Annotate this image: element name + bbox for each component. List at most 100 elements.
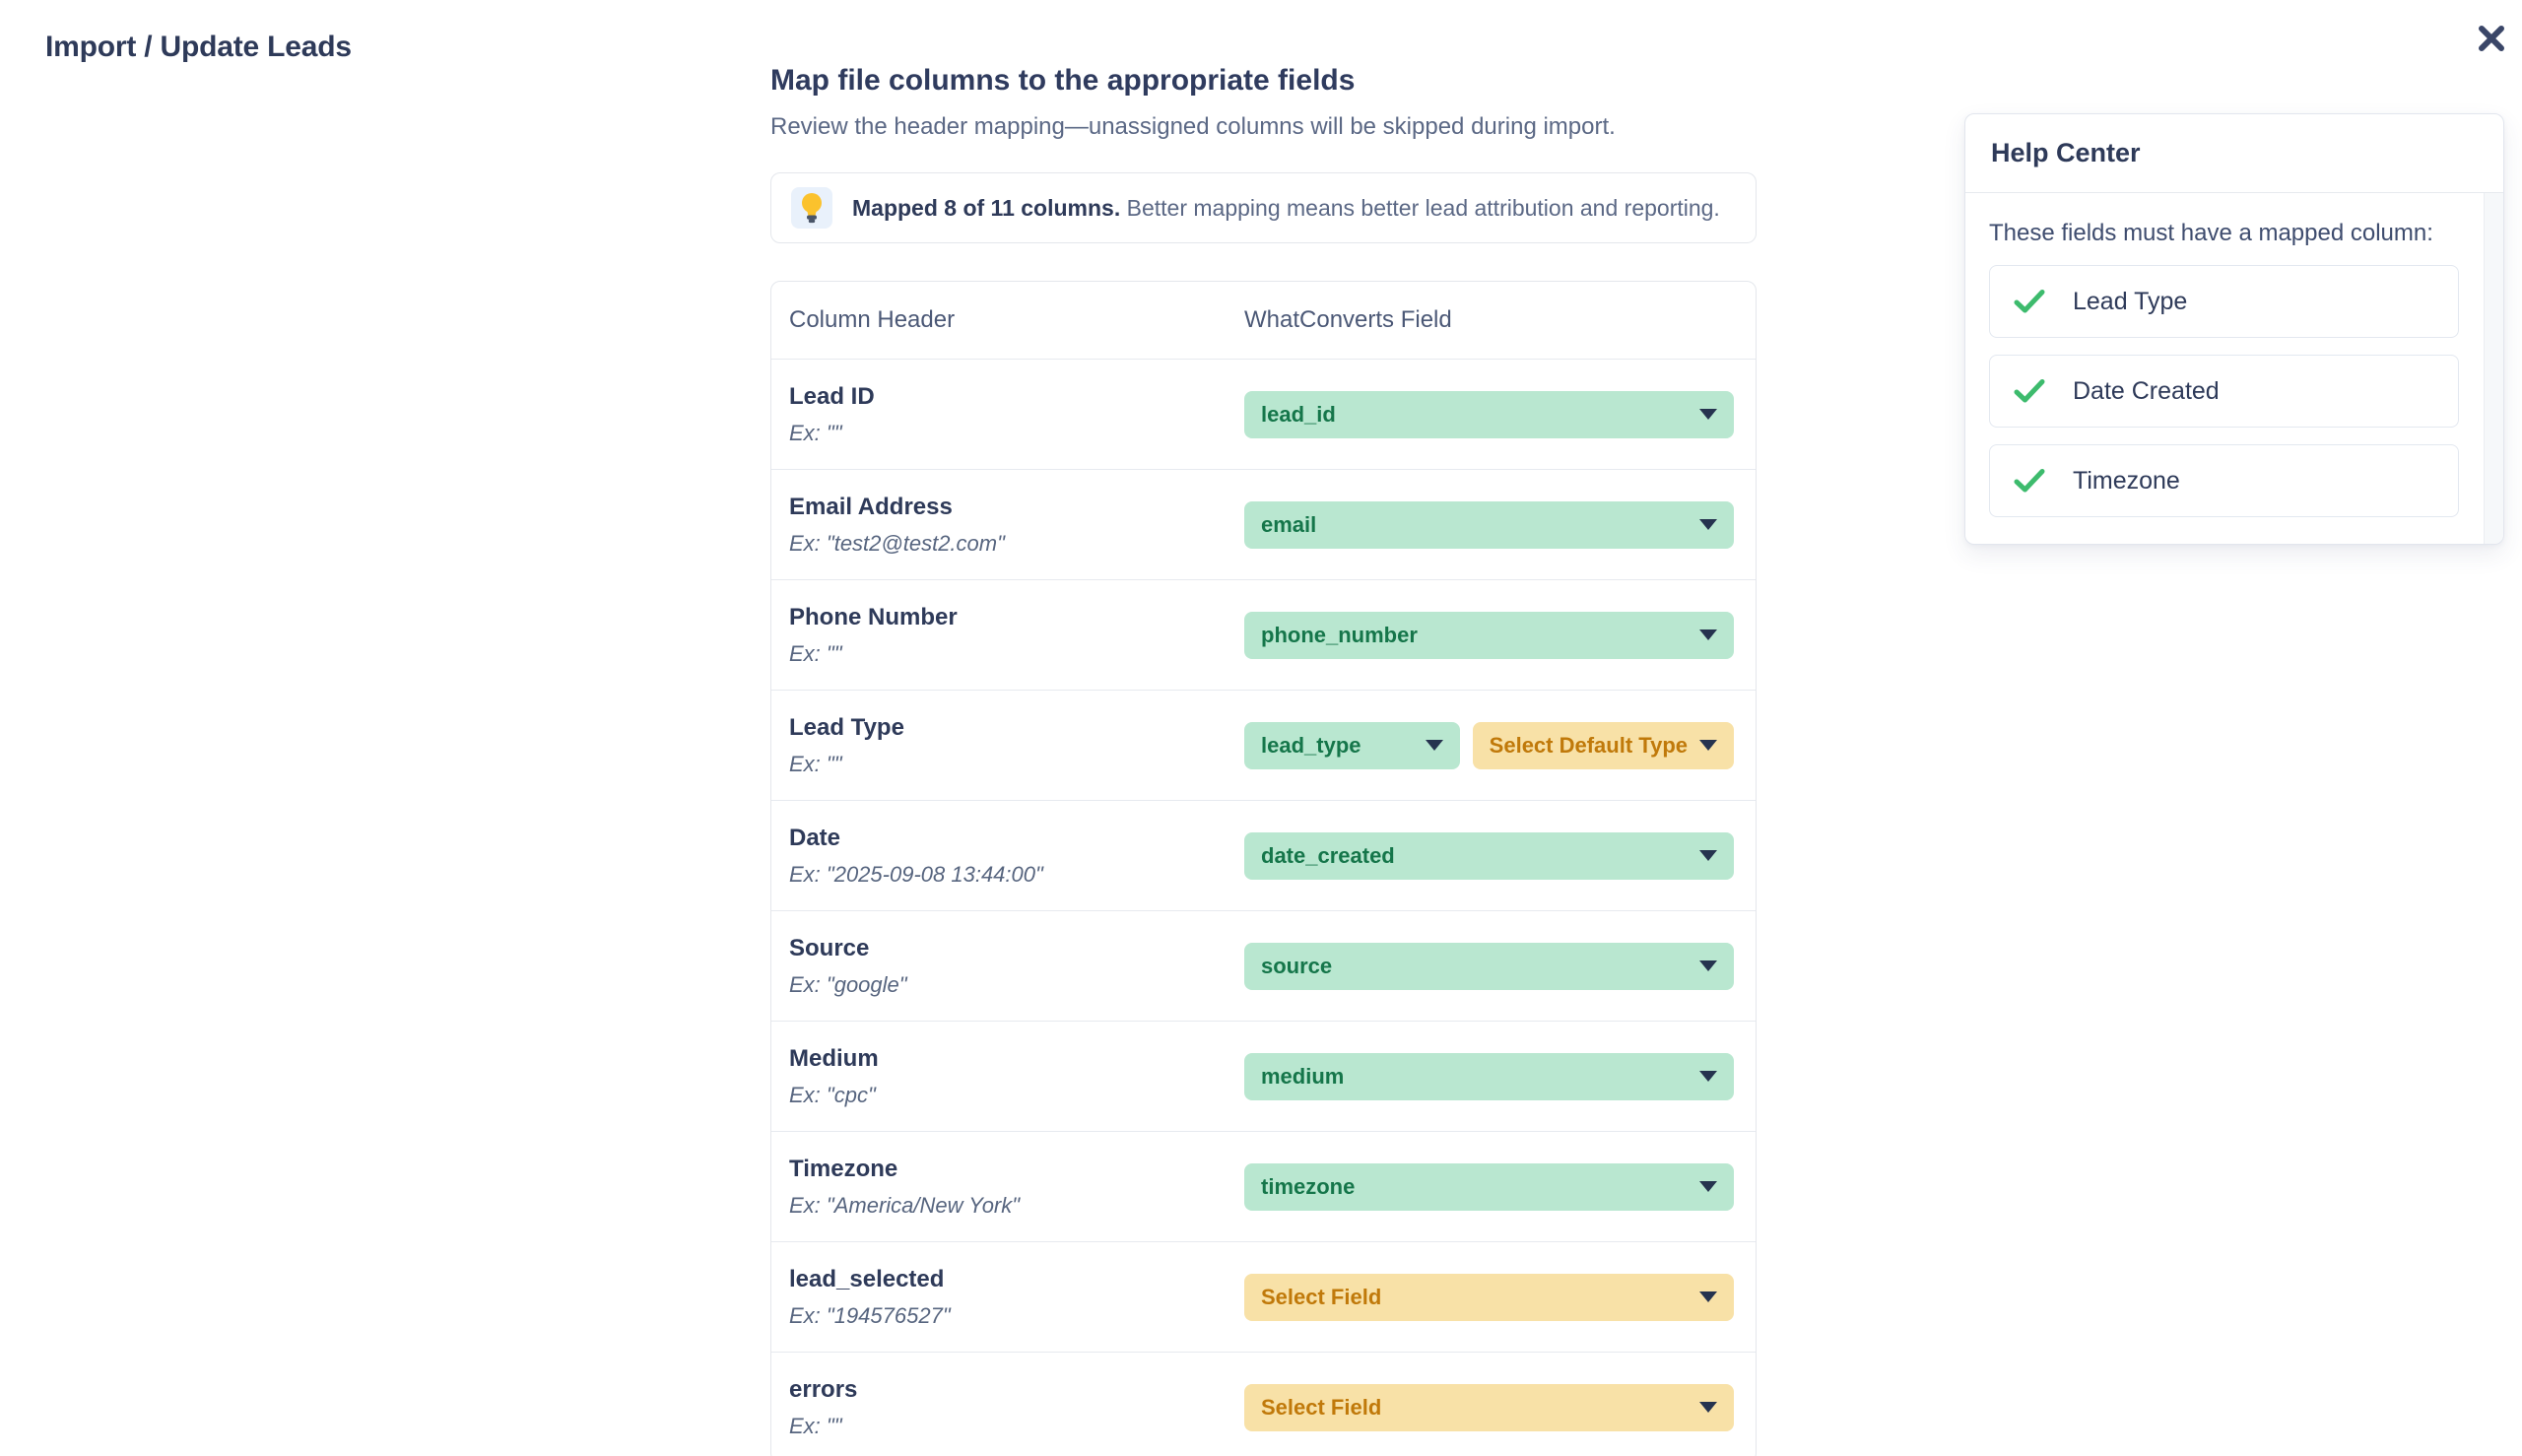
required-field-card: Timezone bbox=[1989, 444, 2459, 517]
banner-description: Better mapping means better lead attribu… bbox=[1120, 194, 1720, 221]
mapping-table: Column Header WhatConverts Field Lead ID… bbox=[770, 281, 1757, 1456]
chevron-down-icon bbox=[1699, 1402, 1717, 1413]
field-select-value: medium bbox=[1261, 1063, 1345, 1089]
banner-text: Mapped 8 of 11 columns. Better mapping m… bbox=[852, 194, 1720, 223]
table-row: lead_selected Ex: "194576527" Select Fie… bbox=[771, 1241, 1756, 1352]
column-header-label: Medium bbox=[789, 1045, 879, 1072]
field-cell: lead_type Select Default Type bbox=[1244, 721, 1734, 769]
chevron-down-icon bbox=[1425, 740, 1443, 751]
table-row: Phone Number Ex: "" phone_number bbox=[771, 579, 1756, 690]
column-example: Ex: "" bbox=[789, 752, 842, 776]
field-select-value: source bbox=[1261, 953, 1333, 978]
table-row: Date Ex: "2025-09-08 13:44:00" date_crea… bbox=[771, 800, 1756, 910]
field-cell: phone_number bbox=[1244, 611, 1734, 659]
table-row: Lead Type Ex: "" lead_type Select Default… bbox=[771, 690, 1756, 800]
chevron-down-icon bbox=[1699, 960, 1717, 971]
column-example: Ex: "test2@test2.com" bbox=[789, 531, 1005, 556]
help-scrollbar[interactable] bbox=[2484, 193, 2503, 544]
field-select-value: email bbox=[1261, 511, 1317, 537]
help-center-header: Help Center bbox=[1965, 114, 2503, 193]
required-field-card: Lead Type bbox=[1989, 265, 2459, 338]
section-subheading: Review the header mapping—unassigned col… bbox=[770, 113, 1616, 140]
mapping-section: Map file columns to the appropriate fiel… bbox=[770, 62, 1757, 1456]
field-select[interactable]: lead_id bbox=[1244, 390, 1734, 438]
field-select[interactable]: date_created bbox=[1244, 831, 1734, 880]
field-select-value: Select Default Type bbox=[1489, 732, 1688, 758]
column-example: Ex: "America/New York" bbox=[789, 1193, 1021, 1218]
help-center-title: Help Center bbox=[1991, 138, 2141, 167]
column-example: Ex: "cpc" bbox=[789, 1083, 876, 1107]
column-header-label: Lead Type bbox=[789, 714, 904, 741]
banner-mapped-count: Mapped 8 of 11 columns. bbox=[852, 194, 1121, 221]
required-field-label: Lead Type bbox=[2073, 287, 2188, 315]
field-cell: date_created bbox=[1244, 831, 1734, 880]
field-select-value: timezone bbox=[1261, 1173, 1356, 1199]
column-header-label: Email Address bbox=[789, 494, 953, 520]
page-title: Import / Update Leads bbox=[45, 31, 352, 63]
chevron-down-icon bbox=[1699, 1291, 1717, 1302]
column-header-heading: Column Header bbox=[789, 306, 956, 333]
table-row: Source Ex: "google" source bbox=[771, 910, 1756, 1021]
field-select[interactable]: source bbox=[1244, 942, 1734, 990]
whatconverts-field-heading: WhatConverts Field bbox=[1244, 306, 1452, 333]
chevron-down-icon bbox=[1699, 740, 1717, 751]
column-header-label: Date bbox=[789, 825, 841, 851]
chevron-down-icon bbox=[1699, 519, 1717, 530]
chevron-down-icon bbox=[1699, 1071, 1717, 1082]
column-example: Ex: "" bbox=[789, 641, 842, 666]
field-cell: timezone bbox=[1244, 1162, 1734, 1211]
field-cell: medium bbox=[1244, 1052, 1734, 1100]
field-cell: email bbox=[1244, 500, 1734, 549]
chevron-down-icon bbox=[1699, 629, 1717, 640]
required-field-label: Timezone bbox=[2073, 466, 2180, 495]
help-center-body: These fields must have a mapped column: … bbox=[1965, 193, 2503, 545]
field-select[interactable]: email bbox=[1244, 500, 1734, 549]
required-fields-list: Lead Type Date Created Timezone bbox=[1989, 265, 2459, 517]
chevron-down-icon bbox=[1699, 409, 1717, 420]
field-select-value: Select Field bbox=[1261, 1284, 1382, 1309]
field-select-value: lead_id bbox=[1261, 401, 1336, 427]
field-cell: Select Field bbox=[1244, 1273, 1734, 1321]
mapping-table-header: Column Header WhatConverts Field bbox=[771, 282, 1756, 359]
column-example: Ex: "2025-09-08 13:44:00" bbox=[789, 862, 1043, 887]
column-header-label: Lead ID bbox=[789, 383, 875, 410]
field-select[interactable]: Select Default Type bbox=[1472, 721, 1734, 769]
mapping-status-banner: Mapped 8 of 11 columns. Better mapping m… bbox=[770, 172, 1757, 243]
column-example: Ex: "" bbox=[789, 1414, 842, 1438]
field-select-value: phone_number bbox=[1261, 622, 1418, 647]
column-example: Ex: "194576527" bbox=[789, 1303, 951, 1328]
section-heading: Map file columns to the appropriate fiel… bbox=[770, 64, 1356, 97]
table-row: Medium Ex: "cpc" medium bbox=[771, 1021, 1756, 1131]
field-select[interactable]: timezone bbox=[1244, 1162, 1734, 1211]
close-button[interactable] bbox=[2473, 20, 2510, 57]
field-select[interactable]: lead_type bbox=[1244, 721, 1460, 769]
help-center-panel: Help Center These fields must have a map… bbox=[1964, 113, 2504, 545]
close-icon bbox=[2479, 26, 2504, 51]
chevron-down-icon bbox=[1699, 850, 1717, 861]
table-row: Lead ID Ex: "" lead_id bbox=[771, 359, 1756, 469]
column-example: Ex: "" bbox=[789, 421, 842, 445]
mapping-rows: Lead ID Ex: "" lead_id Email Address Ex:… bbox=[771, 359, 1756, 1456]
table-row: Email Address Ex: "test2@test2.com" emai… bbox=[771, 469, 1756, 579]
field-select[interactable]: Select Field bbox=[1244, 1273, 1734, 1321]
column-header-label: Source bbox=[789, 935, 870, 961]
chevron-down-icon bbox=[1699, 1181, 1717, 1192]
field-select-value: date_created bbox=[1261, 842, 1395, 868]
required-fields-heading: These fields must have a mapped column: bbox=[1989, 220, 2433, 246]
column-header-label: Phone Number bbox=[789, 604, 958, 630]
check-icon bbox=[2014, 379, 2045, 403]
required-field-label: Date Created bbox=[2073, 376, 2220, 405]
field-select[interactable]: medium bbox=[1244, 1052, 1734, 1100]
field-select[interactable]: phone_number bbox=[1244, 611, 1734, 659]
field-select-value: Select Field bbox=[1261, 1394, 1382, 1420]
required-field-card: Date Created bbox=[1989, 355, 2459, 428]
field-select-value: lead_type bbox=[1261, 732, 1361, 758]
field-cell: Select Field bbox=[1244, 1383, 1734, 1431]
field-cell: source bbox=[1244, 942, 1734, 990]
field-select[interactable]: Select Field bbox=[1244, 1383, 1734, 1431]
check-icon bbox=[2014, 290, 2045, 313]
table-row: errors Ex: "" Select Field bbox=[771, 1352, 1756, 1456]
lightbulb-icon bbox=[791, 187, 832, 229]
field-cell: lead_id bbox=[1244, 390, 1734, 438]
column-header-label: lead_selected bbox=[789, 1266, 945, 1292]
